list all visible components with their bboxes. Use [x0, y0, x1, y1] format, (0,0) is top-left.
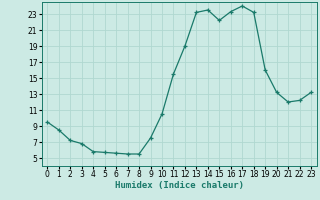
X-axis label: Humidex (Indice chaleur): Humidex (Indice chaleur) — [115, 181, 244, 190]
